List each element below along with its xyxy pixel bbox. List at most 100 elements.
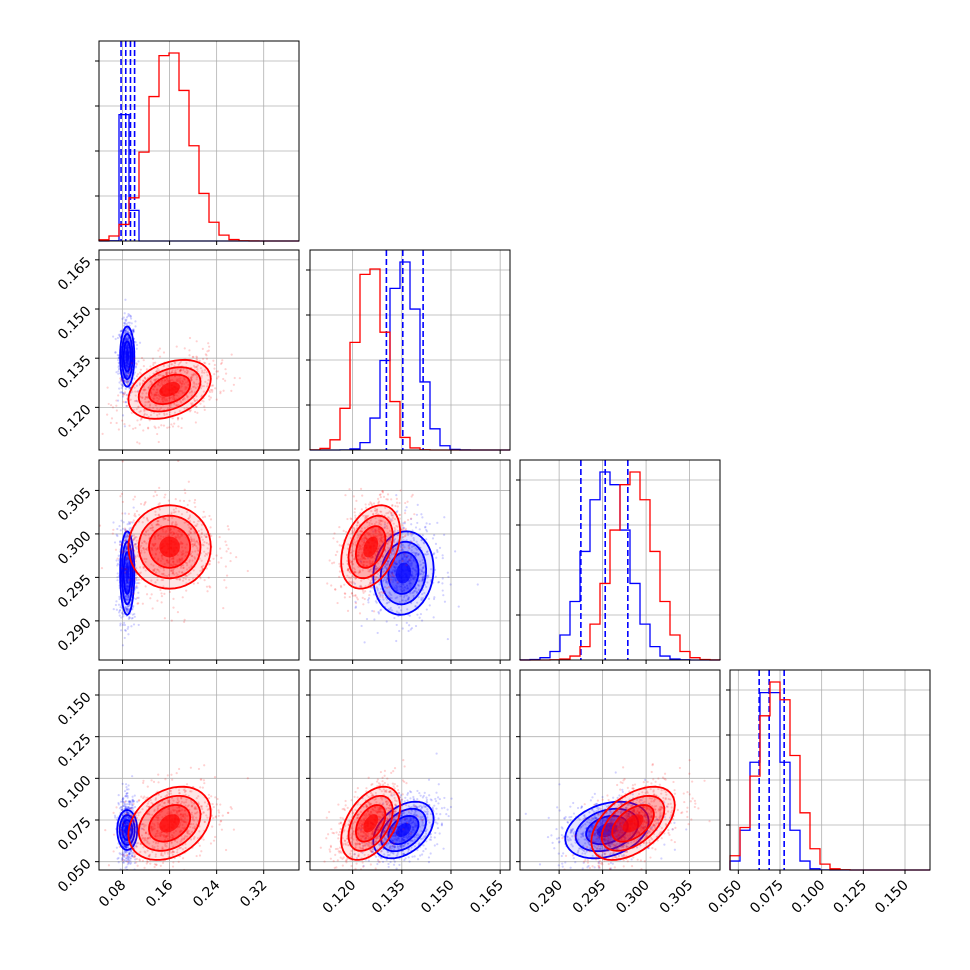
scatter-point: [443, 600, 447, 603]
scatter-point: [173, 422, 176, 425]
scatter-point: [169, 531, 172, 535]
scatter-point: [125, 345, 128, 348]
density-fill-red: [159, 382, 180, 397]
scatter-point: [153, 535, 157, 539]
scatter-point: [392, 575, 395, 579]
scatter-point: [178, 409, 181, 413]
scatter-point: [157, 374, 160, 377]
scatter-point: [159, 395, 162, 399]
scatter-point: [125, 534, 128, 537]
scatter-point: [194, 421, 197, 424]
scatter-point: [184, 577, 187, 580]
scatter-point: [177, 379, 180, 383]
scatter-point: [378, 540, 382, 543]
scatter-point: [365, 521, 368, 524]
scatter-point: [167, 499, 170, 502]
scatter-point: [209, 396, 212, 399]
scatter-point: [414, 605, 417, 608]
scatter-point: [362, 556, 365, 559]
scatter-point: [126, 380, 130, 383]
scatter-point: [393, 565, 396, 569]
scatter-point: [124, 851, 127, 854]
scatter-point: [150, 524, 154, 527]
scatter-point: [351, 560, 354, 563]
scatter-point: [367, 570, 370, 573]
scatter-point: [196, 553, 199, 556]
scatter-point: [394, 547, 397, 550]
scatter-point: [370, 504, 374, 507]
scatter-point: [140, 549, 143, 552]
scatter-point: [112, 335, 115, 338]
scatter-point: [381, 491, 385, 494]
scatter-point: [123, 849, 126, 853]
scatter-point: [413, 568, 416, 571]
scatter-point: [117, 333, 120, 336]
scatter-point: [153, 567, 156, 571]
scatter-point: [207, 349, 210, 352]
scatter-point: [174, 394, 177, 397]
scatter-point: [161, 379, 164, 382]
scatter-point: [201, 516, 205, 519]
histogram-red: [520, 471, 721, 661]
scatter-point: [436, 550, 439, 553]
scatter-point: [135, 584, 138, 588]
scatter-point: [137, 602, 140, 605]
scatter-point: [393, 562, 397, 565]
scatter-point: [116, 336, 120, 340]
scatter-point: [134, 426, 137, 430]
scatter-point: [161, 396, 164, 399]
scatter-point: [421, 593, 424, 596]
scatter-point: [188, 499, 191, 502]
scatter-point: [377, 552, 380, 555]
scatter-point: [436, 521, 439, 524]
scatter-point: [418, 564, 421, 567]
scatter-point: [387, 549, 390, 552]
scatter-point: [135, 399, 138, 402]
scatter-point: [125, 538, 128, 541]
scatter-point: [402, 535, 405, 539]
scatter-point: [204, 362, 207, 365]
scatter-point: [117, 861, 120, 864]
scatter-point: [399, 549, 402, 552]
scatter-point: [126, 365, 129, 368]
scatter-point: [124, 362, 127, 366]
scatter-point: [424, 553, 427, 556]
scatter-point: [160, 578, 163, 582]
scatter-point: [135, 539, 138, 542]
scatter-point: [362, 603, 365, 606]
scatter-point: [127, 595, 130, 598]
scatter-point: [123, 422, 126, 426]
scatter-point: [132, 330, 135, 333]
scatter-point: [125, 347, 128, 350]
scatter-point: [385, 598, 389, 601]
scatter-point: [127, 604, 131, 608]
scatter-point: [403, 586, 406, 589]
scatter-point: [132, 427, 135, 430]
scatter-point: [137, 623, 140, 627]
scatter-point: [125, 788, 129, 791]
scatter-point: [399, 588, 402, 591]
scatter-point: [393, 538, 396, 542]
scatter-point: [414, 569, 417, 572]
scatter-point: [367, 532, 370, 535]
scatter-point: [196, 581, 200, 585]
scatter-point: [372, 530, 375, 533]
scatter-point: [156, 599, 159, 602]
scatter-point: [131, 616, 134, 620]
scatter-point: [405, 584, 409, 587]
scatter-point: [185, 361, 188, 365]
scatter-point: [365, 532, 369, 535]
scatter-point: [139, 371, 142, 374]
scatter-point: [354, 514, 357, 517]
scatter-point: [358, 544, 361, 547]
scatter-point: [389, 533, 392, 536]
scatter-point: [364, 517, 367, 520]
panel-1-0: [95, 249, 300, 454]
scatter-point: [121, 419, 124, 422]
scatter-point: [179, 381, 182, 385]
scatter-point: [420, 563, 423, 566]
scatter-point: [354, 605, 358, 608]
scatter-point: [359, 533, 362, 536]
scatter-point: [119, 529, 122, 532]
scatter-point: [374, 512, 378, 515]
